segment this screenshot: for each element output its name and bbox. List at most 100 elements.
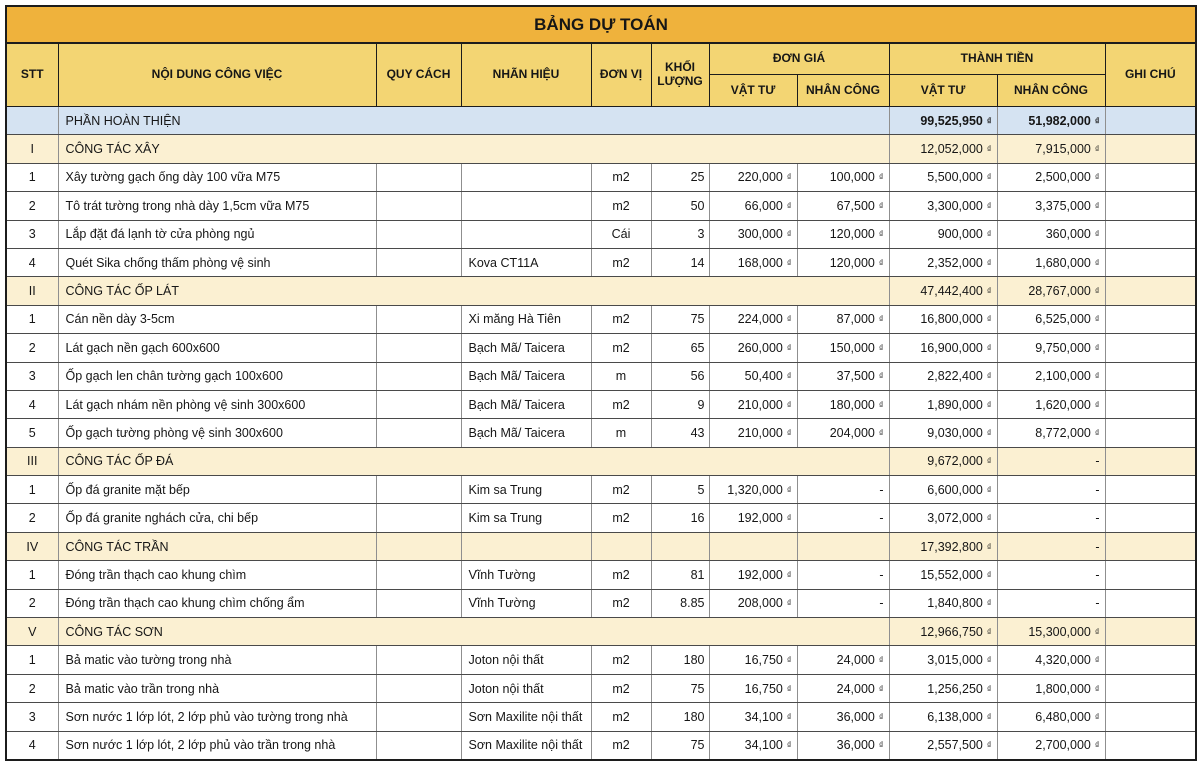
cell-unit-price-material: 208,000 ₫ xyxy=(708,588,798,619)
amount-value: 15,300,000 xyxy=(1028,624,1091,639)
cell-total-labor: 4,320,000 ₫ xyxy=(996,645,1106,675)
amount-value: 3,015,000 xyxy=(927,653,983,668)
amount-value: 87,000 xyxy=(836,312,875,327)
cell-note xyxy=(1104,304,1197,335)
amount-value: 150,000 xyxy=(829,340,875,355)
currency-symbol: ₫ xyxy=(1094,427,1100,438)
amount-value: 180,000 xyxy=(829,397,875,412)
cell-stt: 2 xyxy=(5,333,59,363)
cell-note xyxy=(1104,560,1197,590)
amount-value: 2,822,400 xyxy=(927,369,983,384)
cell-total-labor: 8,772,000 ₫ xyxy=(996,418,1106,448)
col-header-spec: QUY CÁCH xyxy=(375,42,462,107)
cell-unit-price-labor xyxy=(796,531,890,562)
currency-symbol: ₫ xyxy=(786,229,792,240)
item-row: 2 Ốp đá granite nghách cửa, chi bếp Kim sa… xyxy=(5,503,1197,533)
cell-brand: Vĩnh Tường xyxy=(460,560,592,590)
cell-note xyxy=(1104,446,1197,477)
cell-total-labor: 7,915,000 ₫ xyxy=(996,134,1106,164)
cell-total-labor: 2,700,000 ₫ xyxy=(996,730,1106,761)
cell-quantity: 75 xyxy=(650,304,710,335)
currency-symbol: ₫ xyxy=(986,626,992,637)
currency-symbol: ₫ xyxy=(1094,229,1100,240)
amount-value: 16,750 xyxy=(744,681,783,696)
cell-unit: m2 xyxy=(590,503,652,533)
amount-value: 100,000 xyxy=(829,170,875,185)
cell-brand: Bạch Mã/ Taicera xyxy=(460,418,592,448)
cell-quantity: 8.85 xyxy=(650,588,710,619)
header-row-top: STT NỘI DUNG CÔNG VIỆC QUY CÁCH NHÃN HIỆ… xyxy=(5,42,1197,107)
cell-work-content: CÔNG TÁC SƠN xyxy=(57,617,890,647)
cell-stt: 4 xyxy=(5,247,59,278)
cell-unit: m2 xyxy=(590,304,652,335)
amount-value: 16,900,000 xyxy=(920,340,983,355)
cell-brand: Kim sa Trung xyxy=(460,475,592,505)
cell-quantity: 180 xyxy=(650,645,710,675)
cell-stt: 3 xyxy=(5,219,59,249)
cell-note xyxy=(1104,730,1197,761)
cell-spec xyxy=(375,162,462,193)
amount-value: 220,000 xyxy=(737,170,783,185)
col-header-stt: STT xyxy=(5,42,59,107)
title-row: BẢNG DỰ TOÁN xyxy=(4,5,1198,44)
item-row: 3 Sơn nước 1 lớp lót, 2 lớp phủ vào tường… xyxy=(5,702,1197,732)
cell-note xyxy=(1104,531,1197,562)
currency-symbol: ₫ xyxy=(878,314,884,325)
amount-value: 2,557,500 xyxy=(927,738,983,753)
item-row: 2 Bả matic vào trần trong nhà Joton nội th… xyxy=(5,673,1197,704)
currency-symbol: ₫ xyxy=(786,200,792,211)
currency-symbol: ₫ xyxy=(986,314,992,325)
currency-symbol: ₫ xyxy=(1094,740,1100,751)
cell-work-content: CÔNG TÁC ỐP LÁT xyxy=(57,276,890,306)
currency-symbol: ₫ xyxy=(786,683,792,694)
amount-value: 210,000 xyxy=(737,397,783,412)
amount-value: 224,000 xyxy=(737,312,783,327)
page-title: BẢNG DỰ TOÁN xyxy=(4,5,1198,44)
cell-total-material: 99,525,950 ₫ xyxy=(888,105,998,136)
cell-spec xyxy=(375,247,462,278)
cell-note xyxy=(1104,219,1197,249)
amount-value: 16,750 xyxy=(744,653,783,668)
cell-total-labor: - xyxy=(996,475,1106,505)
cell-brand: Kova CT11A xyxy=(460,247,592,278)
cell-stt: I xyxy=(5,134,59,164)
cell-unit-price-labor: 100,000 ₫ xyxy=(796,162,890,193)
cell-unit: m2 xyxy=(590,588,652,619)
amount-value: 3,375,000 xyxy=(1035,198,1091,213)
currency-symbol: ₫ xyxy=(1094,314,1100,325)
currency-symbol: ₫ xyxy=(986,342,992,353)
amount-value: 16,800,000 xyxy=(920,312,983,327)
cell-unit-price-labor: 36,000 ₫ xyxy=(796,730,890,761)
cell-work-content: Lát gạch nền gạch 600x600 xyxy=(57,333,377,363)
amount-value: 50,400 xyxy=(744,369,783,384)
amount-value: 3,300,000 xyxy=(927,198,983,213)
cell-quantity xyxy=(650,531,710,562)
cell-spec xyxy=(375,418,462,448)
amount-value: 1,680,000 xyxy=(1035,255,1091,270)
cell-spec xyxy=(375,361,462,391)
cell-unit-price-labor: - xyxy=(796,503,890,533)
cell-quantity: 81 xyxy=(650,560,710,590)
cell-spec xyxy=(375,219,462,249)
cell-unit: m xyxy=(590,418,652,448)
amount-value: 17,392,800 xyxy=(920,539,983,554)
cell-unit-price-labor: 37,500 ₫ xyxy=(796,361,890,391)
currency-symbol: ₫ xyxy=(786,569,792,580)
item-row: 2 Tô trát tường trong nhà dày 1,5cm vữa M… xyxy=(5,191,1197,221)
currency-symbol: ₫ xyxy=(1094,371,1100,382)
currency-symbol: ₫ xyxy=(986,740,992,751)
cell-spec xyxy=(375,645,462,675)
section-row: IV CÔNG TÁC TRẦN 17,392,800 ₫ - xyxy=(5,531,1197,562)
cell-work-content: CÔNG TÁC TRẦN xyxy=(57,531,377,562)
cell-total-material: 1,256,250 ₫ xyxy=(888,673,998,704)
cell-total-labor: 9,750,000 ₫ xyxy=(996,333,1106,363)
cell-brand: Xi măng Hà Tiên xyxy=(460,304,592,335)
currency-symbol: ₫ xyxy=(986,711,992,722)
cell-work-content: Sơn nước 1 lớp lót, 2 lớp phủ vào trần t… xyxy=(57,730,377,761)
cell-work-content: Bả matic vào trần trong nhà xyxy=(57,673,377,704)
currency-symbol: ₫ xyxy=(1094,115,1100,126)
cell-unit: m2 xyxy=(590,247,652,278)
cell-work-content: Xây tường gạch ống dày 100 vữa M75 xyxy=(57,162,377,193)
cell-stt: V xyxy=(5,617,59,647)
amount-value: 120,000 xyxy=(829,227,875,242)
